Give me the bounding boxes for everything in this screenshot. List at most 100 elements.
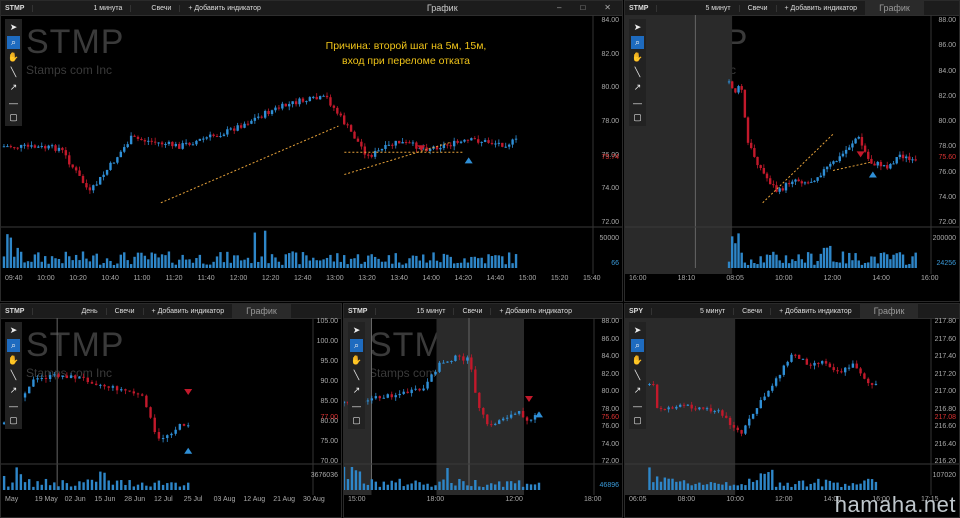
price-axis[interactable]: 105.00 100.00 95.00 90.00 85.00 80.00 75.00 70.… — [311, 318, 341, 508]
price-tick: 85.00 — [320, 398, 338, 405]
sell-marker[interactable] — [525, 396, 533, 402]
hline-icon[interactable]: — — [352, 400, 361, 411]
volume-bar — [401, 264, 404, 268]
volume-bar — [170, 482, 173, 490]
price-chart[interactable] — [1, 304, 342, 518]
line-icon[interactable]: ╲ — [10, 67, 17, 77]
arrow-icon[interactable]: ↗ — [633, 385, 642, 395]
sell-marker[interactable] — [856, 151, 865, 158]
line-icon[interactable]: ╲ — [10, 370, 17, 380]
interval-selector[interactable]: 1 минута — [32, 4, 130, 12]
interval-selector[interactable]: 5 минут — [651, 307, 733, 315]
chart-panel-5m[interactable]: STMP 5 минут Свечи + Добавить индикатор … — [624, 0, 960, 302]
cursor-icon[interactable]: ➤ — [352, 325, 361, 335]
price-chart[interactable] — [1, 1, 623, 302]
time-axis[interactable]: 09:40 10:00 10:20 10:40 11:00 11:20 11:40 12:00… — [1, 274, 622, 286]
trend-line[interactable] — [344, 141, 452, 175]
trend-line[interactable] — [160, 125, 339, 204]
chart-type-selector[interactable]: Свечи — [733, 307, 770, 315]
sell-marker[interactable] — [184, 389, 193, 395]
time-axis[interactable]: 06:05 08:00 10:00 12:00 14:00 16:00 17:15 — [625, 495, 959, 507]
hline-icon[interactable]: — — [9, 97, 18, 108]
symbol-selector[interactable]: STMP — [5, 4, 25, 12]
volume-bar — [892, 254, 895, 268]
close-icon[interactable]: ✕ — [604, 3, 611, 12]
arrow-icon[interactable]: ↗ — [9, 82, 18, 92]
buy-marker[interactable] — [184, 447, 193, 454]
symbol-selector[interactable]: SPY — [629, 307, 644, 315]
symbol-selector[interactable]: STMP — [5, 307, 25, 315]
volume-bar — [778, 482, 782, 490]
add-indicator-button[interactable]: + Добавить индикатор — [142, 307, 233, 315]
rect-icon[interactable]: ▢ — [9, 415, 18, 425]
buy-marker[interactable] — [464, 157, 473, 164]
chart-panel-1m[interactable]: STMP 1 минута Свечи + Добавить индикатор… — [0, 0, 623, 302]
hand-icon[interactable]: ✋ — [7, 52, 20, 62]
cursor-icon[interactable]: ➤ — [9, 22, 18, 32]
symbol-selector[interactable]: STMP — [348, 307, 368, 315]
rect-icon[interactable]: ▢ — [633, 112, 642, 122]
chart-type-selector[interactable]: Свечи — [105, 307, 143, 315]
zoom-icon[interactable]: ⌕ — [350, 339, 363, 352]
chart-type-selector[interactable]: Свечи — [130, 4, 179, 12]
hand-icon[interactable]: ✋ — [350, 355, 363, 365]
cursor-icon[interactable]: ➤ — [633, 22, 642, 32]
arrow-icon[interactable]: ↗ — [9, 385, 18, 395]
trend-line[interactable] — [762, 133, 834, 204]
arrow-icon[interactable]: ↗ — [633, 82, 642, 92]
rect-icon[interactable]: ▢ — [352, 415, 361, 425]
price-chart[interactable] — [625, 1, 960, 302]
time-axis[interactable]: May 19 May 02 Jun 15 Jun 28 Jun 12 Jul 25 Jul 0… — [1, 495, 341, 507]
rect-icon[interactable]: ▢ — [633, 415, 642, 425]
hline-icon[interactable]: — — [633, 400, 642, 411]
buy-marker[interactable] — [535, 411, 543, 418]
buy-marker[interactable] — [868, 171, 877, 178]
time-axis[interactable]: 16:00 18:10 08:05 10:00 12:00 14:00 16:00 — [625, 274, 959, 286]
chart-panel-15m[interactable]: STMP 15 минут Свечи + Добавить индикатор… — [343, 303, 623, 518]
add-indicator-button[interactable]: + Добавить индикатор — [179, 4, 269, 12]
chart-type-selector[interactable]: Свечи — [453, 307, 490, 315]
zoom-icon[interactable]: ⌕ — [631, 339, 644, 352]
trend-line[interactable] — [832, 161, 870, 171]
price-axis[interactable]: 217.80 217.60 217.40 217.20 217.00 216.80 216.… — [929, 318, 959, 508]
line-icon[interactable]: ╲ — [634, 370, 641, 380]
volume-bar — [841, 251, 845, 268]
price-axis[interactable]: 88.00 86.00 84.00 82.00 80.00 78.00 76.00 74.00… — [929, 15, 959, 295]
chart-panel-daily[interactable]: STMP День Свечи + Добавить индикатор Гра… — [0, 303, 342, 518]
chart-type-selector[interactable]: Свечи — [738, 4, 776, 12]
price-axis[interactable]: 88.00 86.00 84.00 82.00 80.00 78.00 76.00 74.00… — [592, 318, 622, 508]
hand-icon[interactable]: ✋ — [7, 355, 20, 365]
hand-icon[interactable]: ✋ — [631, 355, 644, 365]
symbol-selector[interactable]: STMP — [629, 4, 649, 12]
interval-selector[interactable]: День — [32, 307, 105, 315]
interval-selector[interactable]: 5 минут — [656, 4, 738, 12]
add-indicator-button[interactable]: + Добавить индикатор — [775, 4, 866, 12]
interval-selector[interactable]: 15 минут — [375, 307, 453, 315]
sell-marker[interactable] — [417, 145, 426, 152]
time-axis[interactable]: 15:00 18:00 12:00 18:00 — [344, 495, 622, 507]
arrow-icon[interactable]: ↗ — [352, 385, 361, 395]
cursor-icon[interactable]: ➤ — [633, 325, 642, 335]
zoom-icon[interactable]: ⌕ — [7, 339, 20, 352]
line-icon[interactable]: ╲ — [353, 370, 360, 380]
add-indicator-button[interactable]: + Добавить индикатор — [490, 307, 580, 315]
chart-panel-spy[interactable]: SPY 5 минут Свечи + Добавить индикатор Г… — [624, 303, 960, 518]
rect-icon[interactable]: ▢ — [9, 112, 18, 122]
price-chart[interactable] — [344, 304, 623, 518]
maximize-icon[interactable]: □ — [580, 3, 586, 12]
minimize-icon[interactable]: – — [557, 3, 562, 12]
line-icon[interactable]: ╲ — [634, 67, 641, 77]
hand-icon[interactable]: ✋ — [631, 52, 644, 62]
candle-body — [322, 95, 325, 97]
price-axis[interactable]: 84.00 82.00 80.00 78.00 76.00 74.00 72.00 75.74… — [592, 15, 622, 295]
price-chart[interactable] — [625, 304, 960, 518]
candle-body — [353, 131, 356, 139]
cursor-icon[interactable]: ➤ — [9, 325, 18, 335]
volume-bar — [452, 263, 456, 268]
candle-body — [181, 143, 184, 149]
zoom-icon[interactable]: ⌕ — [631, 36, 644, 49]
hline-icon[interactable]: — — [9, 400, 18, 411]
zoom-icon[interactable]: ⌕ — [7, 36, 20, 49]
hline-icon[interactable]: — — [633, 97, 642, 108]
add-indicator-button[interactable]: + Добавить индикатор — [770, 307, 860, 315]
